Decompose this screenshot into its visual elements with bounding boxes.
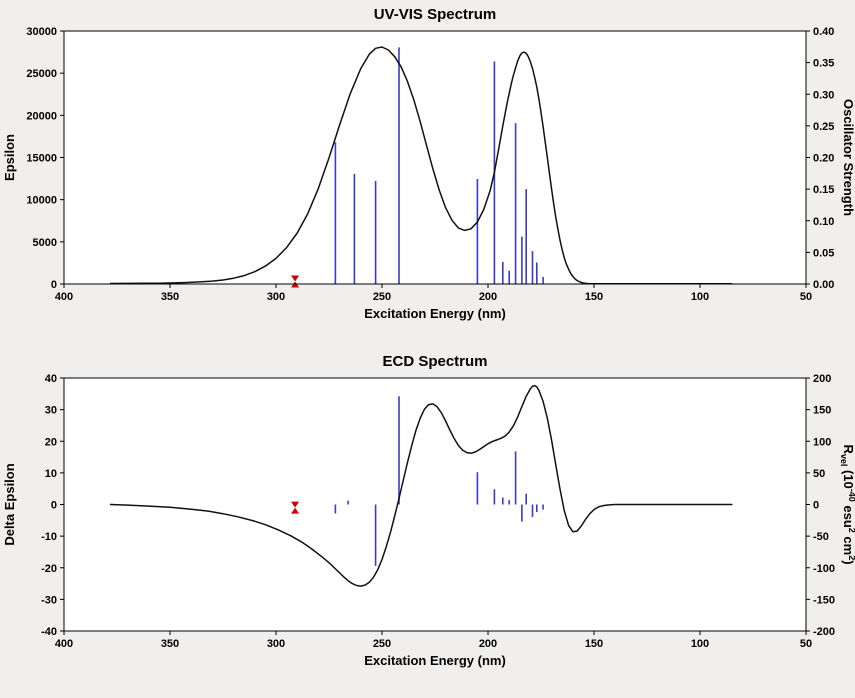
x-tick-label: 50 [800,638,812,650]
ecd-spectrum-chart[interactable]: 400 350 300 250 200 150 100 50 -40 -30 -20 -10 0 10 20… [0,347,855,693]
yleft-tick-label: -10 [41,531,57,543]
uvvis-title: UV-VIS Spectrum [374,6,497,23]
uvvis-xlabel: Excitation Energy (nm) [364,306,506,321]
yright-tick-label: 50 [813,468,825,480]
x-tick-label: 150 [585,291,603,303]
ecd-spectrum-curve [109,384,733,587]
ecd-xlabel: Excitation Energy (nm) [364,653,506,668]
yleft-tick-label: 20 [45,436,57,448]
uvvis-svg: 400 350 300 250 200 150 100 50 0 5000 10000 15000 20… [2,6,855,321]
x-tick-label: 100 [691,291,709,303]
x-tick-label: 350 [161,638,179,650]
yright-tick-label: -50 [813,531,829,543]
yright-tick-label: 0.00 [813,279,834,291]
uvvis-plot-area[interactable] [64,31,806,284]
yright-tick-label: 200 [813,373,831,385]
x-tick-label: 250 [373,638,391,650]
ecd-ylabel-right: Rvel (10-40 esu2 cm2) [839,444,855,564]
x-tick-label: 250 [373,291,391,303]
yleft-tick-label: 30000 [26,26,57,38]
x-tick-label: 100 [691,638,709,650]
yleft-tick-label: -20 [41,563,57,575]
uvvis-spectrum-curve [109,46,733,285]
ecd-ylabel-left: Delta Epsilon [2,463,17,545]
yright-tick-label: -200 [813,626,835,638]
yleft-tick-label: 10 [45,468,57,480]
yleft-tick-label: 0 [51,279,57,291]
yright-tick-label: 0.40 [813,26,834,38]
yright-tick-label: 0.35 [813,58,834,70]
yleft-tick-label: 20000 [26,110,57,122]
yleft-tick-label: 15000 [26,153,57,165]
yright-tick-label: 0.30 [813,89,834,101]
x-tick-label: 350 [161,291,179,303]
x-tick-label: 400 [55,291,73,303]
yright-tick-label: 0 [813,500,819,512]
yright-tick-label: 0.25 [813,121,834,133]
yright-tick-label: 0.05 [813,247,834,259]
uvvis-axes: 400 350 300 250 200 150 100 50 0 5000 10000 15000 20… [26,26,834,303]
ecd-svg: 400 350 300 250 200 150 100 50-40-30-20-1001020… [2,353,855,668]
yleft-tick-label: 25000 [26,68,57,80]
x-tick-label: 200 [479,638,497,650]
uvvis-spectrum-chart[interactable]: 400 350 300 250 200 150 100 50 0 5000 10000 15000 20… [0,0,855,346]
yleft-tick-label: 30 [45,405,57,417]
yleft-tick-label: -40 [41,626,57,638]
ecd-transition-bars [334,396,544,566]
yright-tick-label: 0.10 [813,216,834,228]
x-tick-label: 300 [267,291,285,303]
yright-tick-label: -100 [813,563,835,575]
yleft-tick-label: -30 [41,594,57,606]
yleft-tick-label: 40 [45,373,57,385]
ecd-axes: 400 350 300 250 200 150 100 50-40-30-20-1001020… [41,373,835,650]
yright-tick-label: 100 [813,436,831,448]
uvvis-ylabel-right: Oscillator Strength [841,99,855,216]
uvvis-ylabel-left: Epsilon [2,134,17,181]
x-tick-label: 150 [585,638,603,650]
yleft-tick-label: 0 [51,500,57,512]
yright-tick-label: 0.20 [813,153,834,165]
yright-tick-label: -150 [813,594,835,606]
yleft-tick-label: 10000 [26,195,57,207]
x-tick-label: 200 [479,291,497,303]
yleft-tick-label: 5000 [33,237,57,249]
yright-tick-label: 150 [813,405,831,417]
x-tick-label: 400 [55,638,73,650]
ecd-selected-transition-marker[interactable] [291,501,300,514]
ecd-title: ECD Spectrum [382,353,487,370]
yright-tick-label: 0.15 [813,184,834,196]
x-tick-label: 300 [267,638,285,650]
x-tick-label: 50 [800,291,812,303]
